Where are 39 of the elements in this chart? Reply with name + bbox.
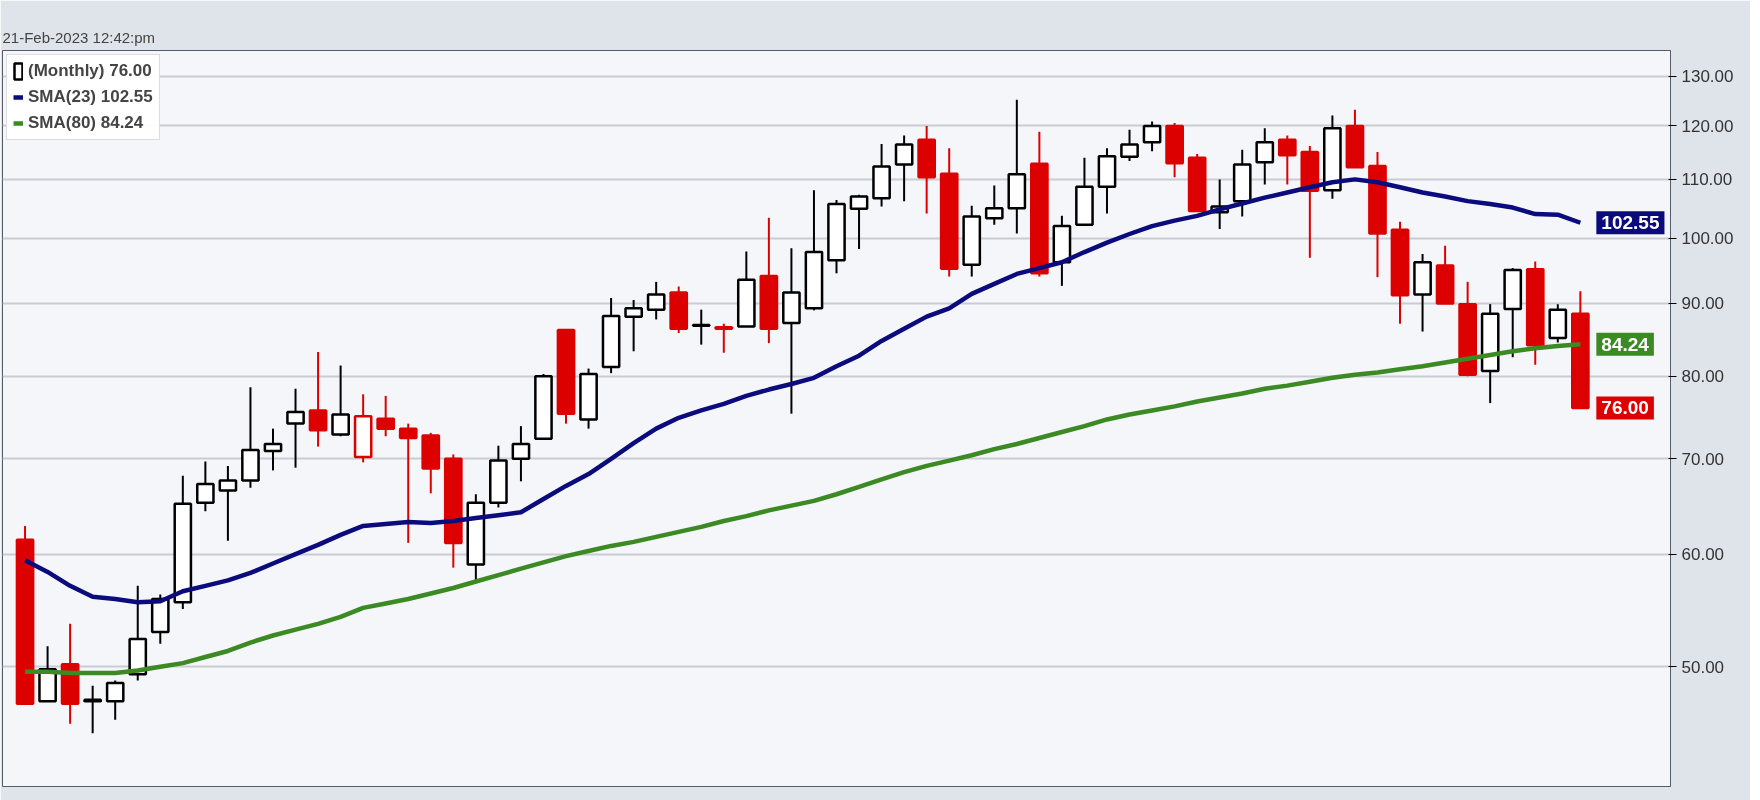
text: 76.00 [1601, 397, 1649, 419]
candlestick [331, 364, 350, 438]
legend-label: SMA(23) 102.55 [28, 87, 153, 107]
candlestick [218, 464, 238, 542]
candlestick [511, 425, 531, 483]
data-label: 102.55 [1601, 212, 1660, 234]
y-tick-label: 50.00 [1681, 657, 1725, 677]
y-tick-label: 60.00 [1681, 545, 1725, 565]
y-tick-label: 100.00 [1681, 229, 1734, 249]
line-series [22, 177, 1583, 605]
y-tick-label: 120.00 [1681, 116, 1734, 136]
candlestick [398, 422, 418, 544]
data-label: 84.24 [1601, 333, 1650, 355]
candlestick [376, 394, 396, 438]
candlestick [286, 387, 305, 469]
candlestick [691, 308, 711, 346]
candlestick [894, 134, 914, 203]
candlestick [1277, 134, 1297, 186]
legend-label: (Monthly) 76.00 [28, 61, 152, 81]
candlestick [308, 351, 328, 448]
candlestick [849, 193, 869, 250]
candlestick [1120, 128, 1139, 163]
candlestick [196, 460, 215, 513]
candlestick [714, 322, 734, 354]
y-tick-label: 90.00 [1681, 294, 1725, 314]
candlestick [1142, 120, 1162, 153]
candlestick [624, 299, 643, 353]
candlestick [646, 280, 666, 321]
y-tick-label: 110.00 [1681, 170, 1733, 190]
y-tick-label: 130.00 [1681, 67, 1734, 87]
legend-label: SMA(80) 84.24 [28, 113, 144, 133]
candlestick [105, 679, 125, 721]
candlestick [1255, 127, 1275, 186]
line-series [22, 342, 1583, 676]
candlestick [984, 184, 1004, 226]
candlestick [263, 427, 283, 472]
chart-subtitle: 21-Feb-2023 12:42:pm [2, 28, 156, 46]
y-tick-label: 70.00 [1681, 449, 1725, 469]
y-tick-label: 80.00 [1681, 367, 1725, 387]
